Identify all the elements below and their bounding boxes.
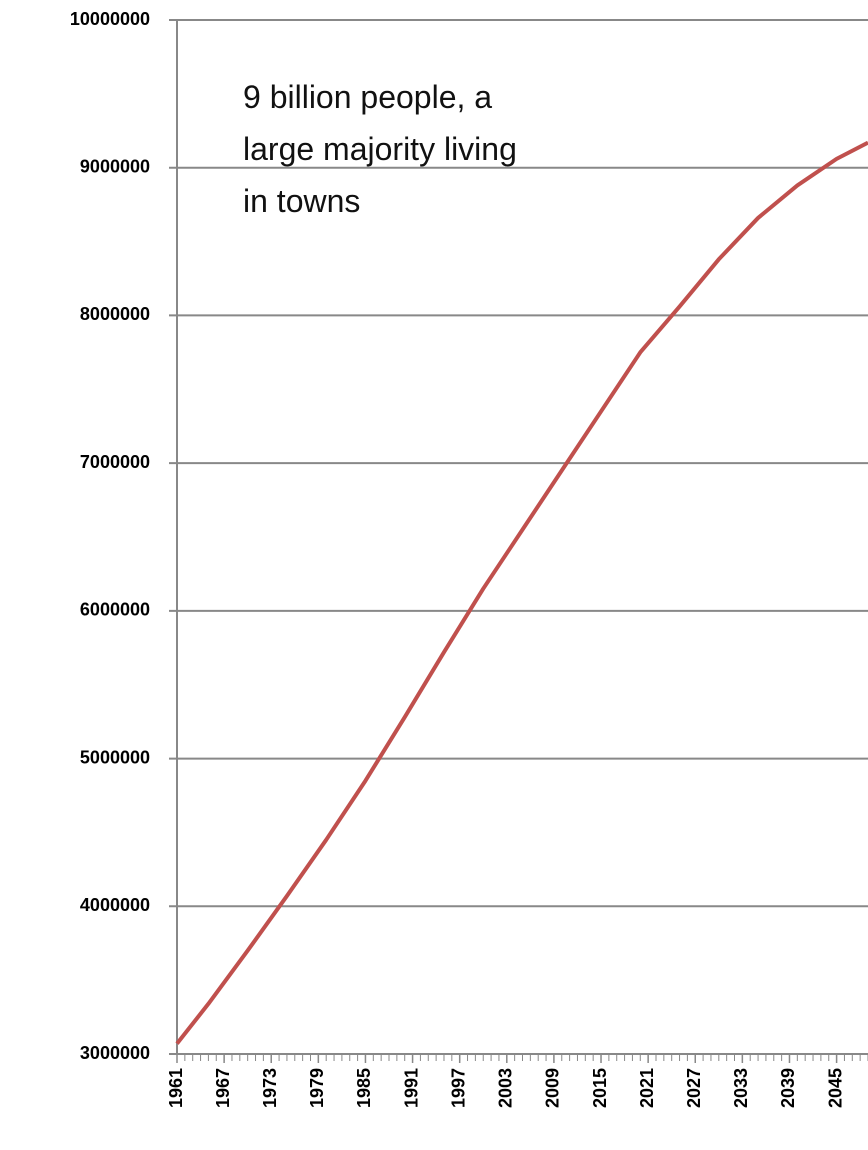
x-tick-label: 2039 bbox=[778, 1068, 798, 1108]
x-tick-label: 1967 bbox=[213, 1068, 233, 1108]
x-tick-label: 2021 bbox=[637, 1068, 657, 1108]
x-tick-label: 2009 bbox=[543, 1068, 563, 1108]
y-tick-label: 3000000 bbox=[80, 1043, 150, 1063]
annotation: large majority living bbox=[243, 131, 517, 167]
x-tick-label: 1973 bbox=[260, 1068, 280, 1108]
y-tick-label: 10000000 bbox=[70, 9, 150, 29]
x-tick-label: 1991 bbox=[401, 1068, 421, 1108]
x-tick-label: 1985 bbox=[354, 1068, 374, 1108]
x-tick-label: 2015 bbox=[590, 1068, 610, 1108]
data-line bbox=[175, 140, 868, 1045]
x-tick-label: 2027 bbox=[684, 1068, 704, 1108]
y-tick-label: 7000000 bbox=[80, 452, 150, 472]
y-tick-label: 6000000 bbox=[80, 600, 150, 620]
y-tick-label: 5000000 bbox=[80, 747, 150, 767]
x-tick-label: 1961 bbox=[166, 1068, 186, 1108]
y-tick-label: 4000000 bbox=[80, 895, 150, 915]
x-tick-label: 2003 bbox=[496, 1068, 516, 1108]
annotation: 9 billion people, a bbox=[243, 79, 492, 115]
annotation: in towns bbox=[243, 183, 360, 219]
y-tick-label: 9000000 bbox=[80, 156, 150, 176]
x-tick-label: 1997 bbox=[448, 1068, 468, 1108]
x-tick-label: 1979 bbox=[307, 1068, 327, 1108]
y-tick-label: 8000000 bbox=[80, 304, 150, 324]
x-tick-label: 2033 bbox=[731, 1068, 751, 1108]
x-tick-label: 2045 bbox=[825, 1068, 845, 1108]
